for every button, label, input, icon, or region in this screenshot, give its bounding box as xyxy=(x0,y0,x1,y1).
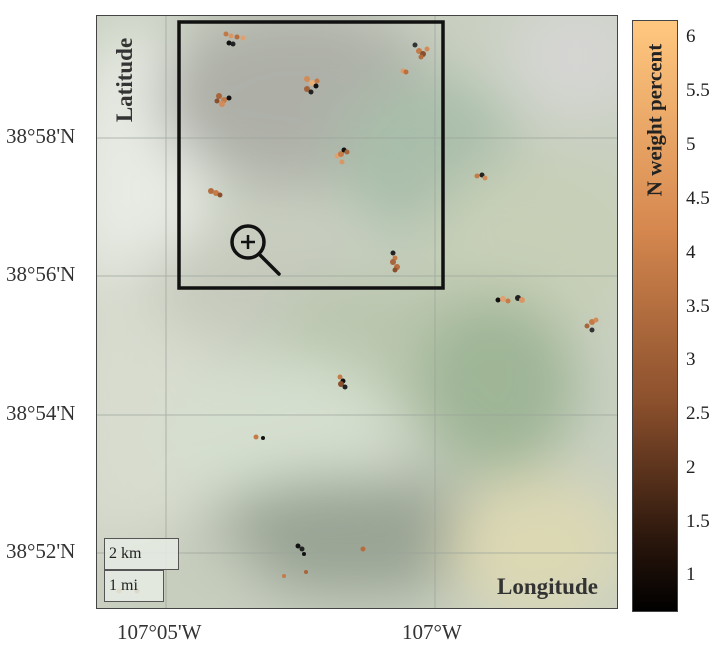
colorbar-tick: 6 xyxy=(686,26,696,47)
colorbar-tick: 3 xyxy=(686,349,696,370)
scale-bar-mi: 1 mi xyxy=(104,570,164,602)
zoom-in-icon[interactable] xyxy=(230,224,281,276)
colorbar xyxy=(632,20,678,612)
cluster-2 xyxy=(214,93,232,107)
map-canvas[interactable] xyxy=(97,16,618,609)
lat-tick-2: 38°56'N xyxy=(6,262,76,286)
cluster-9 xyxy=(390,250,400,273)
lat-tick-4: 38°52'N xyxy=(6,539,76,563)
cluster-4 xyxy=(400,68,409,75)
colorbar-tick: 5.5 xyxy=(686,80,710,101)
colorbar-tick: 5 xyxy=(686,134,696,155)
cluster-13 xyxy=(253,434,265,440)
lat-tick-1: 38°58'N xyxy=(6,124,76,148)
colorbar-tick: 4.5 xyxy=(686,188,710,209)
cluster-3 xyxy=(304,76,320,95)
cluster-11 xyxy=(584,317,599,333)
colorbar-tick: 1.5 xyxy=(686,511,710,532)
gridlines xyxy=(97,16,617,608)
lon-tick-2: 107°W xyxy=(402,620,462,644)
colorbar-tick: 2.5 xyxy=(686,403,710,424)
cluster-5 xyxy=(412,42,430,60)
cluster-12 xyxy=(337,374,348,390)
map-panel[interactable]: 2 km 1 mi xyxy=(96,15,618,609)
cluster-14 xyxy=(282,543,366,578)
colorbar-tick: 1 xyxy=(686,564,696,585)
scale-mi-label: 1 mi xyxy=(109,577,138,594)
selection-box[interactable] xyxy=(177,20,445,290)
colorbar-tick: 4 xyxy=(686,242,696,263)
colorbar-tick: 2 xyxy=(686,457,696,478)
latitude-axis-title: Latitude xyxy=(112,37,137,123)
cluster-1 xyxy=(223,31,246,47)
cluster-7 xyxy=(208,188,223,198)
cluster-8 xyxy=(474,172,488,181)
cluster-6 xyxy=(334,147,350,165)
colorbar-title: N weight percent xyxy=(642,43,667,197)
scale-km-label: 2 km xyxy=(109,545,142,562)
colorbar-tick: 3.5 xyxy=(686,296,710,317)
scale-bar-km: 2 km xyxy=(104,538,179,570)
longitude-axis-title: Longitude xyxy=(497,574,598,599)
lat-tick-3: 38°54'N xyxy=(6,401,76,425)
lon-tick-1: 107°05'W xyxy=(117,620,202,644)
basemap-texture xyxy=(97,16,617,608)
cluster-10 xyxy=(495,295,525,304)
